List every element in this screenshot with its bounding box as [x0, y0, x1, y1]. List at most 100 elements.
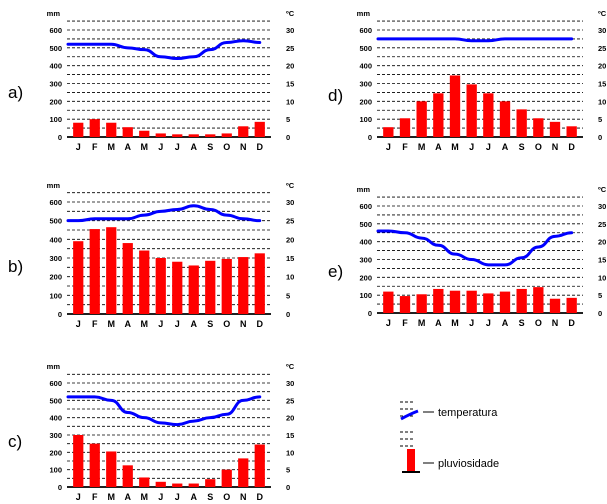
celsius-tick-label: 5 — [286, 466, 290, 475]
month-label: N — [240, 492, 247, 502]
month-label: S — [519, 318, 525, 328]
precipitation-bar — [238, 126, 249, 137]
celsius-tick-label: 0 — [598, 133, 602, 142]
month-label: J — [486, 142, 491, 152]
precipitation-bar — [516, 288, 527, 313]
precipitation-bar — [172, 261, 183, 314]
precipitation-bar — [416, 294, 427, 313]
temperature-line — [376, 37, 574, 43]
celsius-tick-label: 10 — [286, 448, 294, 457]
precipitation-bar — [533, 287, 544, 313]
mm-tick-label: 100 — [49, 466, 62, 475]
month-label: S — [519, 142, 525, 152]
precipitation-bar — [566, 126, 577, 137]
precipitation-bar — [549, 298, 561, 313]
precipitation-bar — [172, 483, 183, 487]
month-label: O — [223, 492, 230, 502]
celsius-tick-label: 30 — [598, 26, 606, 35]
precipitation-bar — [483, 293, 494, 313]
precipitation-bar — [238, 458, 249, 487]
panel-label: e) — [328, 262, 343, 281]
month-label: A — [435, 142, 442, 152]
celsius-unit-label: ºC — [598, 185, 607, 194]
mm-tick-label: 600 — [49, 26, 62, 35]
temperature-line — [376, 229, 574, 267]
month-label: A — [125, 492, 132, 502]
mm-unit-label: mm — [357, 185, 371, 194]
precipitation-bar — [416, 101, 427, 137]
month-label: M — [108, 142, 116, 152]
precipitation-bar — [499, 101, 511, 137]
precipitation-bar — [433, 288, 444, 313]
mm-unit-label: mm — [47, 181, 61, 190]
month-label: N — [552, 318, 559, 328]
month-label: A — [435, 318, 442, 328]
month-label: S — [207, 142, 213, 152]
month-label: F — [402, 142, 408, 152]
celsius-tick-label: 20 — [598, 238, 606, 247]
month-label: J — [175, 142, 180, 152]
celsius-tick-label: 30 — [286, 198, 294, 207]
celsius-tick-label: 5 — [286, 291, 290, 300]
panel-label: c) — [8, 432, 22, 451]
month-label: D — [257, 319, 264, 329]
mm-tick-label: 400 — [49, 414, 62, 423]
precipitation-bar — [73, 435, 84, 487]
celsius-tick-label: 5 — [286, 115, 290, 124]
celsius-unit-label: ºC — [286, 181, 295, 190]
precipitation-bar — [155, 133, 166, 137]
celsius-tick-label: 0 — [286, 133, 290, 142]
month-label: M — [418, 318, 426, 328]
mm-tick-label: 200 — [359, 273, 372, 282]
precipitation-bar — [205, 134, 216, 137]
celsius-tick-label: 10 — [286, 97, 294, 106]
legend-temperature-label: temperatura — [438, 407, 498, 419]
celsius-tick-label: 10 — [598, 97, 606, 106]
precipitation-bar — [221, 258, 232, 314]
month-label: S — [207, 492, 213, 502]
precipitation-bar — [466, 84, 477, 137]
celsius-tick-label: 15 — [286, 254, 294, 263]
panel-label: d) — [328, 86, 343, 105]
precipitation-bar — [383, 127, 394, 137]
precipitation-bar — [106, 227, 117, 314]
month-label: M — [108, 492, 116, 502]
precipitation-bar — [73, 241, 84, 314]
precipitation-bar — [139, 250, 150, 314]
mm-tick-label: 500 — [359, 44, 372, 53]
month-label: D — [257, 142, 264, 152]
month-label: A — [191, 492, 198, 502]
precipitation-bar — [399, 118, 411, 137]
precipitation-bar — [533, 118, 544, 137]
celsius-tick-label: 30 — [286, 26, 294, 35]
month-label: D — [568, 318, 575, 328]
mm-tick-label: 500 — [49, 396, 62, 405]
legend-temperature: temperatura — [400, 401, 498, 421]
mm-tick-label: 100 — [359, 291, 372, 300]
celsius-tick-label: 30 — [598, 202, 606, 211]
precipitation-bar — [483, 93, 494, 137]
precipitation-bar — [566, 297, 577, 313]
precipitation-bar — [383, 291, 394, 313]
temperature-line — [66, 204, 262, 223]
celsius-tick-label: 15 — [598, 80, 606, 89]
month-label: M — [451, 318, 459, 328]
month-label: N — [552, 142, 559, 152]
celsius-tick-label: 25 — [598, 220, 606, 229]
celsius-unit-label: ºC — [598, 9, 607, 18]
legend-temperature-swatch — [400, 409, 419, 421]
month-label: F — [92, 319, 98, 329]
celsius-tick-label: 5 — [598, 291, 602, 300]
precipitation-bar — [254, 444, 265, 487]
legend: temperatura pluviosidade — [400, 401, 499, 473]
panel-label: b) — [8, 257, 23, 276]
celsius-tick-label: 10 — [286, 273, 294, 282]
mm-unit-label: mm — [47, 362, 61, 371]
month-label: A — [125, 319, 132, 329]
mm-tick-label: 400 — [359, 62, 372, 71]
mm-tick-label: 200 — [49, 273, 62, 282]
precipitation-bar — [89, 119, 100, 137]
month-label: A — [125, 142, 132, 152]
